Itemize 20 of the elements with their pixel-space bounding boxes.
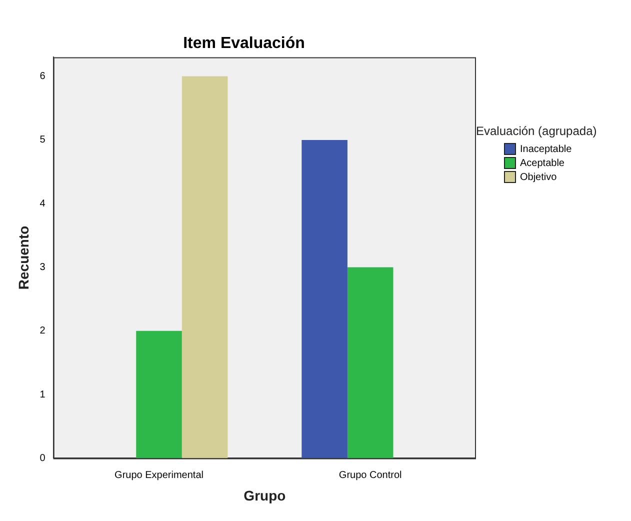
legend-label: Objetivo: [520, 172, 557, 182]
bar: [182, 76, 228, 458]
y-tick-label: 4: [40, 198, 46, 210]
legend-label: Inaceptable: [520, 144, 572, 154]
chart-title: Item Evaluación: [183, 35, 305, 52]
y-tick-label: 5: [40, 134, 46, 146]
legend-title: Evaluación (agrupada): [476, 124, 597, 138]
x-tick-label: Grupo Experimental: [114, 470, 204, 481]
x-tick-label: Grupo Control: [338, 470, 402, 481]
x-axis-title: Grupo: [244, 487, 286, 504]
y-tick-label: 6: [40, 71, 46, 82]
y-tick-label: 1: [40, 389, 46, 400]
bar: [302, 140, 348, 458]
y-axis-title: Recuento: [15, 226, 32, 290]
y-tick-label: 3: [40, 262, 46, 273]
y-tick-label: 2: [40, 326, 46, 337]
y-tick-label: 0: [40, 452, 46, 464]
bar: [136, 330, 182, 458]
legend-label: Aceptable: [520, 158, 564, 168]
bar: [347, 267, 394, 458]
